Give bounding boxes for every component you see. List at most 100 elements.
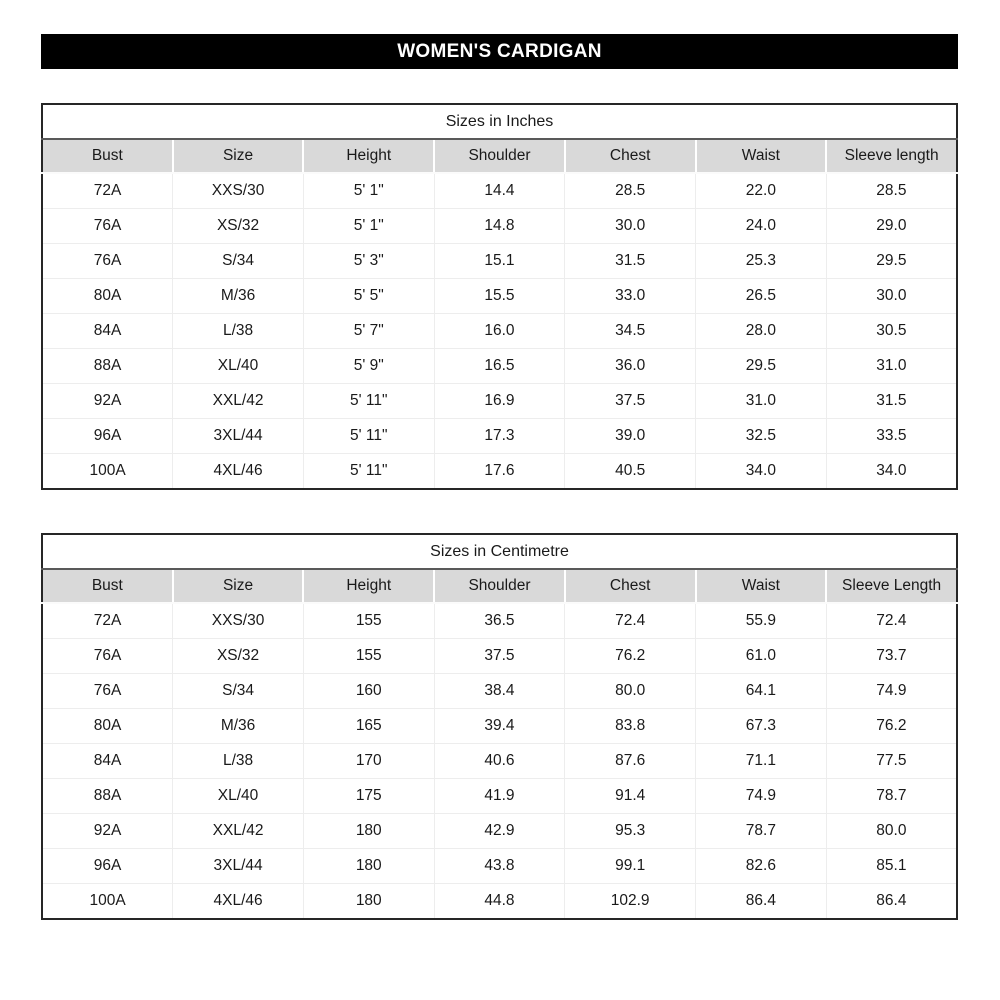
column-header: Bust bbox=[42, 139, 173, 174]
sizes-in-centimetre-table: Sizes in Centimetre Bust Size Height Should… bbox=[41, 533, 958, 920]
table-cell: 76A bbox=[42, 243, 173, 279]
table-row: 100A 4XL/46 180 44.8 102.9 86.4 86.4 bbox=[42, 883, 957, 919]
table-cell: 28.5 bbox=[825, 173, 957, 209]
table-cell: 44.8 bbox=[433, 883, 565, 919]
table-title-row: Sizes in Centimetre bbox=[42, 534, 957, 570]
table-row: 76A S/34 160 38.4 80.0 64.1 74.9 bbox=[42, 673, 957, 709]
table-cell: 180 bbox=[302, 883, 435, 919]
table-cell: 82.6 bbox=[695, 848, 827, 884]
column-header: Height bbox=[302, 569, 435, 604]
table-cell: XXL/42 bbox=[172, 813, 304, 849]
table-cell: XXS/30 bbox=[172, 603, 304, 639]
page-title-banner: WOMEN'S CARDIGAN bbox=[41, 34, 958, 69]
sizes-in-inches-section: Sizes in Inches Bust Size Height Shoulder Ch… bbox=[41, 103, 958, 490]
column-header: Shoulder bbox=[433, 139, 565, 174]
table-cell: 92A bbox=[42, 383, 173, 419]
sizes-in-inches-table: Sizes in Inches Bust Size Height Shoulder Ch… bbox=[41, 103, 958, 490]
table-cell: 16.0 bbox=[433, 313, 565, 349]
table-row: 96A 3XL/44 5' 11" 17.3 39.0 32.5 33.5 bbox=[42, 418, 957, 454]
table-cell: 77.5 bbox=[825, 743, 957, 779]
table-cell: 76A bbox=[42, 208, 173, 244]
table-row: 96A 3XL/44 180 43.8 99.1 82.6 85.1 bbox=[42, 848, 957, 884]
table-row: 80A M/36 5' 5" 15.5 33.0 26.5 30.0 bbox=[42, 278, 957, 314]
table-cell: 34.0 bbox=[695, 453, 827, 489]
table-cell: 30.0 bbox=[564, 208, 696, 244]
table-row: 76A XS/32 155 37.5 76.2 61.0 73.7 bbox=[42, 638, 957, 674]
table-cell: 71.1 bbox=[695, 743, 827, 779]
table-row: 92A XXL/42 180 42.9 95.3 78.7 80.0 bbox=[42, 813, 957, 849]
table-cell: 76.2 bbox=[564, 638, 696, 674]
table-cell: 96A bbox=[42, 848, 173, 884]
table-cell: 29.0 bbox=[825, 208, 957, 244]
table-cell: 88A bbox=[42, 778, 173, 814]
table-cell: 61.0 bbox=[695, 638, 827, 674]
table-cell: 80.0 bbox=[825, 813, 957, 849]
table-cell: 25.3 bbox=[695, 243, 827, 279]
table-cell: 34.0 bbox=[825, 453, 957, 489]
table-cell: 72A bbox=[93, 182, 122, 199]
table-cell: 180 bbox=[302, 813, 435, 849]
table-cell: 160 bbox=[302, 673, 435, 709]
table-cell: 95.3 bbox=[564, 813, 696, 849]
table-cell: 72A bbox=[93, 612, 122, 629]
table-cell: 15.1 bbox=[433, 243, 565, 279]
table-cell: 86.4 bbox=[825, 883, 957, 919]
table-cell: 26.5 bbox=[695, 278, 827, 314]
table-cell: 34.5 bbox=[564, 313, 696, 349]
table-cell: XS/32 bbox=[172, 208, 304, 244]
table-cell: M/36 bbox=[172, 278, 304, 314]
column-header: Size bbox=[171, 569, 304, 604]
table-row: 88A XL/40 175 41.9 91.4 74.9 78.7 bbox=[42, 778, 957, 814]
table-row: 72A XXS/30 5' 1" 14.4 28.5 22.0 28.5 bbox=[42, 173, 957, 209]
table-cell: XL/40 bbox=[172, 348, 304, 384]
table-cell: 175 bbox=[302, 778, 435, 814]
table-cell: 36.0 bbox=[564, 348, 696, 384]
table-cell: 78.7 bbox=[695, 813, 827, 849]
table-cell: 85.1 bbox=[825, 848, 957, 884]
table-cell: 73.7 bbox=[825, 638, 957, 674]
table-cell: 32.5 bbox=[695, 418, 827, 454]
table-cell: 4XL/46 bbox=[172, 883, 304, 919]
table-row: 76A S/34 5' 3" 15.1 31.5 25.3 29.5 bbox=[42, 243, 957, 279]
table-cell: 76A bbox=[42, 673, 173, 709]
table-cell: 3XL/44 bbox=[172, 418, 304, 454]
table-cell: 76.2 bbox=[825, 708, 957, 744]
table-cell: 5' 1" bbox=[302, 173, 435, 209]
table-cell: 43.8 bbox=[433, 848, 565, 884]
table-cell: 100A bbox=[42, 883, 173, 919]
table-cell: 16.9 bbox=[433, 383, 565, 419]
table-row: 72A XXS/30 155 36.5 72.4 55.9 72.4 bbox=[42, 603, 957, 639]
table-cell: 28.5 bbox=[564, 173, 696, 209]
table-cell: 40.5 bbox=[564, 453, 696, 489]
table-cell: 80A bbox=[42, 278, 173, 314]
table-cell: 40.6 bbox=[433, 743, 565, 779]
table-cell: S/34 bbox=[172, 673, 304, 709]
table-cell: 91.4 bbox=[564, 778, 696, 814]
table-cell: 29.5 bbox=[695, 348, 827, 384]
table-cell: 16.5 bbox=[433, 348, 565, 384]
table-cell: 38.4 bbox=[433, 673, 565, 709]
table-cell: 30.0 bbox=[825, 278, 957, 314]
table-cell: 155 bbox=[302, 638, 435, 674]
table-title-row: Sizes in Inches bbox=[42, 104, 957, 140]
table-cell: 5' 1" bbox=[302, 208, 435, 244]
table-cell: 92A bbox=[42, 813, 173, 849]
table-cell: XXL/42 bbox=[172, 383, 304, 419]
table-cell: 3XL/44 bbox=[172, 848, 304, 884]
table-cell: 5' 5" bbox=[302, 278, 435, 314]
table-cell: 170 bbox=[302, 743, 435, 779]
table-cell: 31.5 bbox=[564, 243, 696, 279]
column-header: Sleeve Length bbox=[825, 569, 957, 604]
table-cell: 36.5 bbox=[433, 603, 565, 639]
table-cell: 5' 3" bbox=[302, 243, 435, 279]
table-cell: 17.6 bbox=[433, 453, 565, 489]
table-cell: 84A bbox=[42, 743, 173, 779]
column-header: Chest bbox=[563, 569, 696, 604]
column-header: Bust bbox=[42, 569, 173, 604]
table-title: Sizes in Inches bbox=[42, 104, 957, 140]
table-cell: 102.9 bbox=[564, 883, 696, 919]
table-cell: 31.0 bbox=[695, 383, 827, 419]
table-cell: 5' 9" bbox=[302, 348, 435, 384]
table-cell: 165 bbox=[302, 708, 435, 744]
